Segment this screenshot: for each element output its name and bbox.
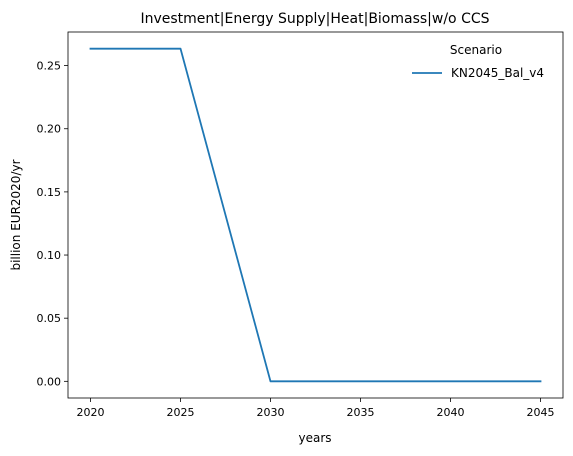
x-axis-label: years [298, 431, 331, 445]
plot-area [67, 31, 564, 399]
x-tick-label-2025: 2025 [167, 406, 195, 419]
y-tick-label-0.15: 0.15 [37, 186, 62, 199]
legend-entry-kn2045-bal-v4: KN2045_Bal_v4 [451, 66, 544, 80]
x-tick-label-2045: 2045 [527, 406, 555, 419]
chart-title: Investment|Energy Supply|Heat|Biomass|w/… [140, 11, 489, 27]
y-tick-label-0.00: 0.00 [37, 375, 62, 388]
x-tick-label-2030: 2030 [257, 406, 285, 419]
y-tick-label-0.20: 0.20 [37, 123, 62, 136]
legend: Scenario KN2045_Bal_v4 [412, 43, 544, 80]
y-tick-label-0.25: 0.25 [37, 60, 62, 73]
x-tick-label-2035: 2035 [347, 406, 375, 419]
x-tick-label-2020: 2020 [77, 406, 105, 419]
x-tick-label-2040: 2040 [437, 406, 465, 419]
x-axis: 2020 2025 2030 2035 2040 2045 [77, 398, 555, 419]
plot-frame [67, 31, 564, 399]
y-axis-label: billion EUR2020/yr [9, 159, 23, 270]
series-line-0 [89, 47, 542, 383]
legend-title: Scenario [450, 43, 502, 57]
y-tick-label-0.05: 0.05 [37, 312, 62, 325]
y-tick-label-0.10: 0.10 [37, 249, 62, 262]
series-layer [89, 47, 542, 383]
y-axis: 0.00 0.05 0.10 0.15 0.20 0.25 [37, 60, 68, 388]
